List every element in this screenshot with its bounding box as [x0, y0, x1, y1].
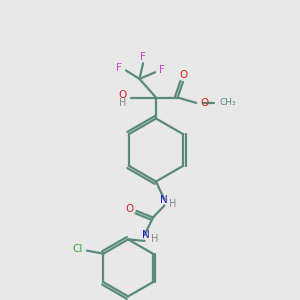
- Text: CH₃: CH₃: [220, 98, 236, 107]
- Text: O: O: [200, 98, 209, 108]
- Text: F: F: [140, 52, 146, 62]
- Text: Cl: Cl: [73, 244, 83, 254]
- Text: F: F: [159, 65, 165, 75]
- Text: O: O: [179, 70, 187, 80]
- Text: O: O: [119, 90, 127, 100]
- Text: O: O: [126, 204, 134, 214]
- Text: H: H: [152, 234, 159, 244]
- Text: N: N: [142, 230, 150, 241]
- Text: N: N: [160, 195, 168, 205]
- Text: F: F: [116, 63, 122, 73]
- Text: H: H: [169, 199, 176, 209]
- Text: H: H: [119, 98, 127, 108]
